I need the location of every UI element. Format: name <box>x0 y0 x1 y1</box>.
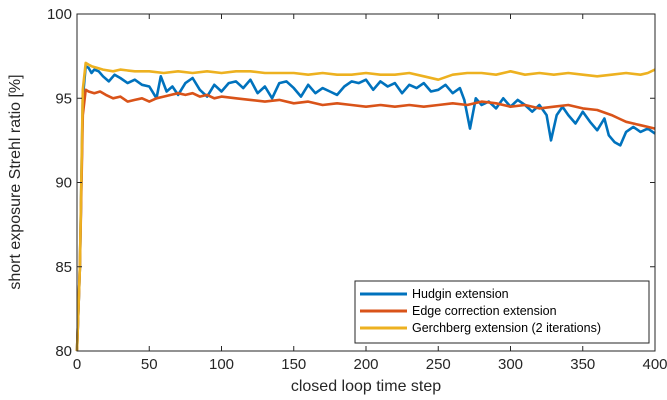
y-tick-label: 85 <box>55 259 72 276</box>
series-layer <box>75 61 656 352</box>
y-tick-label: 95 <box>55 90 72 107</box>
y-tick-label: 80 <box>55 343 72 360</box>
x-axis-label: closed loop time step <box>291 378 441 395</box>
y-tick-label: 90 <box>55 175 72 192</box>
x-tick-label: 200 <box>353 356 378 373</box>
legend-label-hudgin: Hudgin extension <box>412 287 509 301</box>
x-tick-label: 50 <box>141 356 158 373</box>
series-line-gerchberg-extension-2-iterations <box>75 61 656 352</box>
legend: Hudgin extension Edge correction extensi… <box>354 280 650 344</box>
tick-layer: 0 50 100 150 200 250 300 350 400 80 85 90 95 100 <box>47 6 667 373</box>
y-tick-label: 100 <box>47 6 72 23</box>
x-tick-label: 250 <box>426 356 451 373</box>
series-line-edge-correction-extension <box>75 88 656 352</box>
x-tick-label: 300 <box>498 356 523 373</box>
x-tick-label: 100 <box>209 356 234 373</box>
x-tick-label: 0 <box>73 356 81 373</box>
x-tick-label: 400 <box>642 356 667 373</box>
legend-label-gerchberg: Gerchberg extension (2 iterations) <box>412 321 601 335</box>
x-tick-label: 350 <box>570 356 595 373</box>
y-axis-label: short exposure Strehl ratio [%] <box>7 74 24 289</box>
legend-label-edge-correction: Edge correction extension <box>412 304 557 318</box>
series-line-hudgin-extension <box>75 64 656 352</box>
x-tick-label: 150 <box>281 356 306 373</box>
